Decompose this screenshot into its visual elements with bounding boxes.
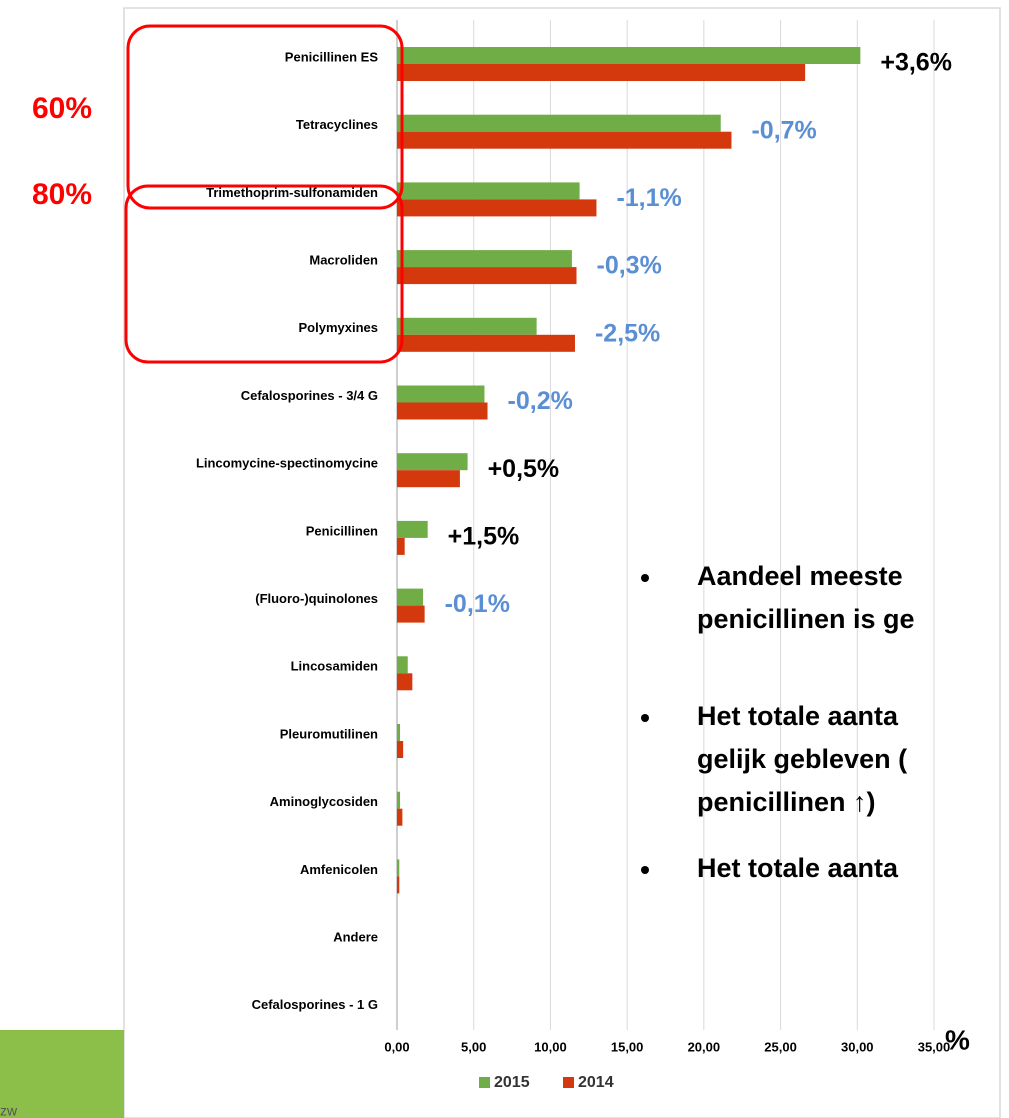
bullet-text: gelijk gebleven ( (697, 744, 907, 774)
x-tick-label: 5,00 (461, 1039, 486, 1054)
change-label: -1,1% (616, 184, 681, 212)
bullet-dot (641, 866, 649, 874)
bullet-text: penicillinen ↑) (697, 787, 876, 817)
category-label: (Fluoro-)quinolones (255, 591, 378, 606)
bar (397, 605, 425, 623)
category-label: Lincosamiden (291, 659, 378, 674)
category-label: Aminoglycosiden (270, 794, 378, 809)
category-label: Pleuromutilinen (280, 726, 378, 741)
x-tick-label: 35,00 (918, 1039, 951, 1054)
change-label: -2,5% (595, 319, 660, 347)
category-label: Penicillinen ES (285, 49, 379, 64)
change-label: -0,3% (597, 252, 662, 280)
change-label: -0,7% (751, 116, 816, 144)
category-label: Amfenicolen (300, 862, 378, 877)
bar (397, 317, 537, 335)
bullet-dot (641, 714, 649, 722)
x-tick-label: 30,00 (841, 1039, 874, 1054)
bar (397, 724, 401, 741)
legend-swatch (479, 1077, 490, 1088)
side-label: 60% (32, 92, 92, 125)
category-label: Trimethoprim-sulfonamiden (206, 185, 378, 200)
category-label: Lincomycine-spectinomycine (196, 456, 378, 471)
change-label: +3,6% (880, 49, 952, 77)
highlight-box (124, 184, 404, 364)
bar (397, 656, 408, 674)
bar (397, 385, 485, 403)
bar (397, 520, 428, 538)
bar (397, 267, 577, 285)
bar (397, 453, 468, 471)
x-tick-label: 25,00 (764, 1039, 797, 1054)
legend-swatch (563, 1077, 574, 1088)
change-label: +1,5% (448, 523, 520, 551)
footer-block (0, 1030, 124, 1118)
category-label: Penicillinen (306, 523, 378, 538)
bar (397, 64, 806, 81)
bar (397, 588, 424, 606)
bullet-text: Aandeel meeste (697, 561, 903, 591)
x-tick-label: 15,00 (611, 1039, 644, 1054)
bar (397, 673, 413, 691)
bullet-text: Het totale aanta (697, 853, 899, 883)
bullet-text: penicillinen is ge (697, 604, 915, 634)
legend-label: 2014 (578, 1074, 614, 1091)
legend-label: 2015 (494, 1074, 530, 1091)
bar (397, 859, 400, 877)
bar (397, 182, 580, 200)
bullet-text: Het totale aanta (697, 701, 899, 731)
x-tick-label: 0,00 (384, 1039, 409, 1054)
category-label: Tetracyclines (296, 117, 378, 132)
bullet-dot (641, 574, 649, 582)
bar (397, 876, 400, 894)
category-label: Cefalosporines - 3/4 G (241, 388, 378, 403)
bar (397, 114, 721, 132)
side-label: 80% (32, 178, 92, 211)
x-tick-label: 10,00 (534, 1039, 567, 1054)
bar (397, 741, 404, 758)
bar (397, 250, 572, 268)
bar (397, 470, 460, 488)
bar (397, 334, 575, 352)
footer-text: zw (0, 1103, 18, 1118)
bar (397, 47, 861, 64)
category-label: Polymyxines (299, 320, 379, 335)
axis-unit: % (945, 1024, 970, 1055)
bar (397, 402, 488, 420)
change-label: -0,2% (508, 387, 573, 415)
category-label: Andere (333, 930, 378, 945)
bar (397, 131, 732, 149)
bar (397, 199, 597, 217)
change-label: +0,5% (488, 455, 560, 483)
highlight-box (126, 24, 404, 210)
change-label: -0,1% (445, 590, 510, 618)
bar (397, 537, 405, 555)
category-label: Macroliden (309, 253, 378, 268)
bar (397, 791, 401, 809)
x-tick-label: 20,00 (688, 1039, 721, 1054)
category-label: Cefalosporines - 1 G (252, 997, 378, 1012)
bar (397, 808, 403, 826)
